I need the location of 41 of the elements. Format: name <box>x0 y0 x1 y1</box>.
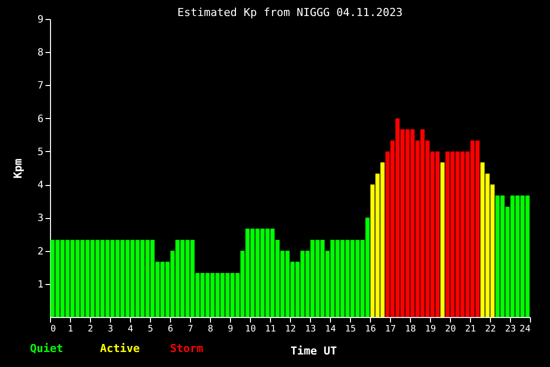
x-tick-label: 16 <box>365 324 376 334</box>
x-tick-label: 19 <box>425 324 436 334</box>
x-tick-label: 12 <box>285 324 296 334</box>
y-tick-label: 8 <box>37 48 44 59</box>
y-tick-label: 6 <box>37 114 44 125</box>
y-tick-label: 5 <box>37 146 44 158</box>
text: Quiet <box>30 342 64 355</box>
x-tick-label: 14 <box>325 324 336 334</box>
x-tick-label: 0 <box>50 324 56 334</box>
x-tick-label: 7 <box>188 324 194 334</box>
y-tick-label: 4 <box>37 180 44 192</box>
y-tick-label: 2 <box>37 246 44 258</box>
y-tick-label: 7 <box>37 80 44 92</box>
x-tick-label: 18 <box>405 324 416 334</box>
x-tick-label: 9 <box>228 324 234 334</box>
x-tick-label: 5 <box>148 324 154 334</box>
text: Active <box>100 342 140 355</box>
x-tick-label: 10 <box>245 324 256 334</box>
x-tick-label: 13 <box>305 324 316 334</box>
x-tick-label: 23 <box>505 324 516 334</box>
x-tick-label: 1 <box>68 324 74 334</box>
x-tick-label: 11 <box>265 324 276 334</box>
y-tick-label: 1 <box>37 279 44 290</box>
x-tick-label: 2 <box>88 324 94 334</box>
x-tick-label: 8 <box>208 324 214 334</box>
y-tick-label: 9 <box>37 14 44 26</box>
x-tick-label: 4 <box>128 324 134 334</box>
x-tick-label: 20 <box>445 324 456 334</box>
x-tick-label: 24 <box>520 324 530 334</box>
x-tick-label: 6 <box>168 324 174 334</box>
y-axis-title: Kpm <box>11 158 24 178</box>
text: Storm <box>170 342 204 355</box>
x-tick-label: 22 <box>485 324 496 334</box>
y-tick-label: 3 <box>37 213 44 224</box>
x-tick-label: 17 <box>385 324 396 334</box>
bar <box>440 162 445 317</box>
x-axis-title: Time UT <box>290 344 338 358</box>
x-tick-label: 21 <box>465 324 476 334</box>
x-tick-label: 15 <box>345 324 356 334</box>
x-tick-label: 3 <box>108 324 114 334</box>
chart-title: Estimated Kp from NIGGG 04.11.2023 <box>177 6 403 19</box>
